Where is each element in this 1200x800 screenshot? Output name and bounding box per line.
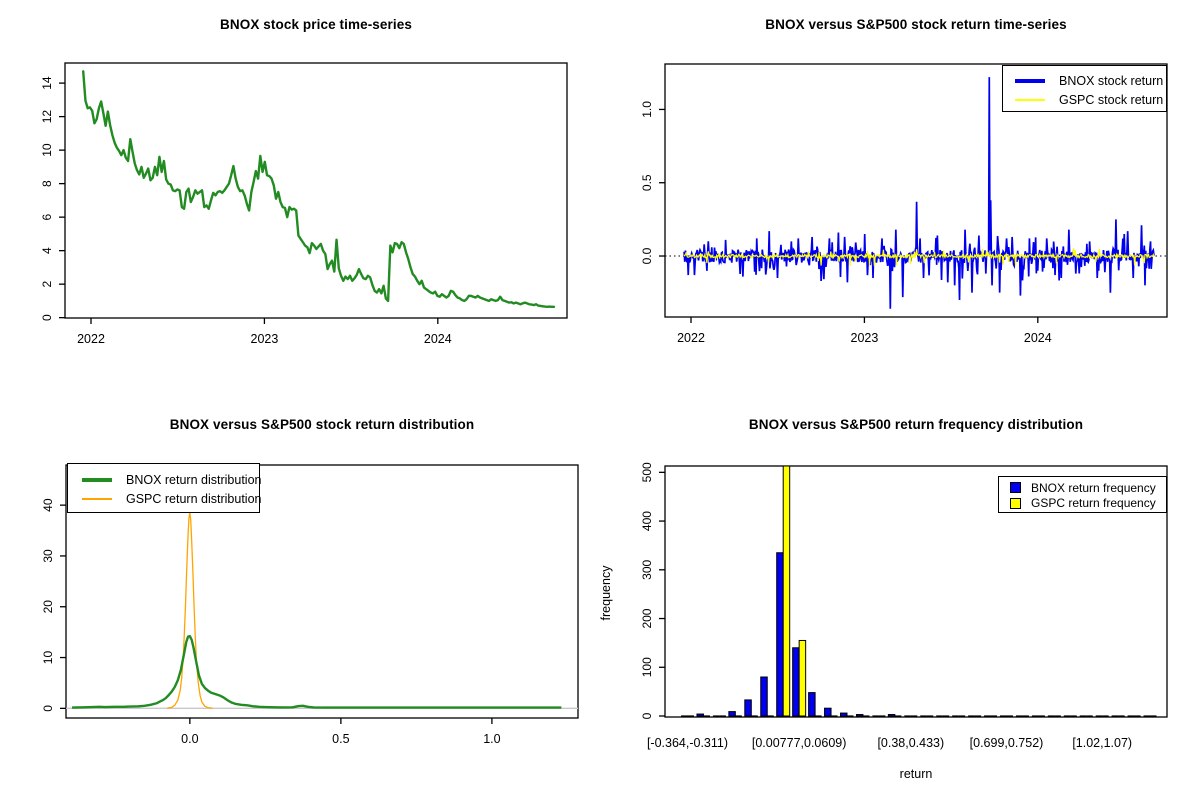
x-tick-label: 2023: [851, 331, 879, 345]
y-tick-label: 4: [40, 247, 54, 254]
y-tick-label: 10: [40, 143, 54, 157]
legend-item-gspc-density: GSPC return distribution: [82, 489, 262, 508]
returns-legend: BNOX stock return GSPC stock return: [1002, 65, 1167, 112]
gspc-density-curve: [167, 511, 213, 709]
plot-box: [664, 63, 1168, 318]
histogram-chart-title: BNOX versus S&P500 return frequency dist…: [748, 417, 1084, 432]
x-tick-label: 1.0: [483, 732, 500, 746]
x-tick-label: 2024: [424, 332, 452, 346]
bnox-frequency-swatch: [1010, 482, 1021, 494]
x-tick-label: 0.0: [181, 732, 198, 746]
y-tick-label: 12: [40, 110, 54, 124]
x-bin-label: [-0.364,-0.311): [647, 736, 728, 750]
gspc-freq-bar: [782, 465, 791, 717]
y-tick-label: 1.0: [640, 101, 654, 118]
returns-chart-plot: 0.0 0.5 1.0 2022 2023 2024: [640, 63, 1168, 345]
legend-item-bnox-return: BNOX stock return: [1015, 71, 1166, 90]
bnox-freq-bar: [760, 676, 768, 717]
legend-label: BNOX return distribution: [126, 472, 262, 487]
y-tick-label: 20: [41, 600, 55, 614]
plot-box: [664, 465, 1168, 718]
bnox-return-line-sample: [1015, 78, 1045, 83]
gspc-frequency-swatch: [1010, 497, 1021, 509]
y-tick-label: 300: [640, 559, 654, 579]
x-tick-label: 2022: [677, 331, 705, 345]
panel-price-timeseries: BNOX stock price time-series 0 2 4 6 8 10 12 14…: [0, 0, 600, 400]
y-tick-label: 40: [41, 498, 55, 512]
plot-box: [64, 62, 568, 319]
legend-item-bnox-frequency: BNOX return frequency: [1010, 480, 1166, 496]
price-chart-title: BNOX stock price time-series: [220, 17, 412, 32]
y-tick-label: 30: [41, 549, 55, 563]
x-axis-caption-return: return: [899, 767, 933, 781]
bnox-freq-bar: [855, 714, 864, 717]
y-tick-label: 0.0: [640, 247, 654, 264]
y-tick-label: 10: [41, 651, 55, 665]
y-tick-label: 8: [40, 180, 54, 187]
panel-return-frequency: BNOX versus S&P500 return frequency dist…: [599, 400, 1200, 800]
bnox-freq-bar: [696, 713, 704, 717]
bnox-return-series: [683, 77, 1155, 309]
legend-label: BNOX return frequency: [1031, 480, 1156, 495]
y-tick-label: 0: [640, 712, 654, 719]
y-tick-label: 200: [640, 608, 654, 628]
legend-label: GSPC stock return: [1059, 92, 1164, 107]
gspc-density-line-sample: [82, 497, 112, 500]
x-tick-label: 2022: [77, 332, 105, 346]
bnox-price-line: [82, 70, 556, 308]
returns-chart-title: BNOX versus S&P500 stock return time-ser…: [765, 17, 1067, 32]
bnox-freq-bar: [744, 699, 752, 717]
x-tick-label: 0.5: [332, 732, 349, 746]
legend-item-bnox-density: BNOX return distribution: [82, 470, 262, 489]
density-legend: BNOX return distribution GSPC return dis…: [67, 463, 262, 513]
legend-item-gspc-return: GSPC stock return: [1015, 90, 1166, 109]
bnox-freq-bar: [792, 647, 800, 717]
bnox-density-curve: [72, 635, 562, 709]
x-bin-label: [0.38,0.433): [877, 736, 944, 750]
gspc-return-line-sample: [1015, 98, 1045, 101]
x-bin-label: [0.699,0.752): [970, 736, 1044, 750]
bnox-freq-bar: [824, 707, 832, 717]
y-tick-label: 100: [640, 657, 654, 677]
x-tick-label: 2024: [1024, 331, 1052, 345]
legend-label: GSPC return frequency: [1031, 496, 1156, 511]
bnox-freq-bar: [840, 712, 848, 717]
y-tick-label: 0.5: [640, 174, 654, 191]
bnox-freq-bar: [728, 711, 736, 717]
x-bin-label: [1.02,1.07): [1072, 736, 1132, 750]
bnox-freq-bar: [808, 692, 816, 717]
y-tick-label: 2: [40, 281, 54, 288]
legend-label: BNOX stock return: [1059, 73, 1164, 88]
x-tick-label: 2023: [251, 332, 279, 346]
histogram-legend: BNOX return frequency GSPC return freque…: [998, 476, 1167, 513]
density-chart-title: BNOX versus S&P500 stock return distribu…: [169, 417, 475, 432]
panel-return-timeseries: BNOX versus S&P500 stock return time-ser…: [600, 0, 1200, 400]
y-tick-label: 500: [640, 462, 654, 482]
bnox-freq-bar: [887, 714, 896, 717]
y-tick-label: 14: [40, 76, 54, 90]
histogram-chart-plot: 0 100 200 300 400 500 [-0.364,-0.311) [0.00777,…: [640, 462, 1168, 750]
plot-box: [65, 464, 579, 719]
gspc-freq-bar: [798, 639, 807, 717]
y-axis-caption-frequency: frequency: [599, 565, 613, 621]
bnox-freq-bar: [776, 552, 784, 717]
density-chart-plot: 0 10 20 30 40 0.0 0.5 1.0: [41, 464, 579, 746]
bnox-density-line-sample: [82, 477, 112, 482]
y-tick-label: 0: [41, 705, 55, 712]
panel-return-distribution: BNOX versus S&P500 stock return distribu…: [0, 400, 600, 800]
legend-item-gspc-frequency: GSPC return frequency: [1010, 496, 1166, 512]
x-bin-label: [0.00777,0.0609): [752, 736, 847, 750]
gspc-return-series: [683, 248, 1155, 267]
y-tick-label: 400: [640, 511, 654, 531]
y-tick-label: 6: [40, 213, 54, 220]
price-chart-plot: 0 2 4 6 8 10 12 14 2022 2023 2024: [40, 62, 568, 346]
y-tick-label: 0: [40, 314, 54, 321]
legend-label: GSPC return distribution: [126, 491, 262, 506]
